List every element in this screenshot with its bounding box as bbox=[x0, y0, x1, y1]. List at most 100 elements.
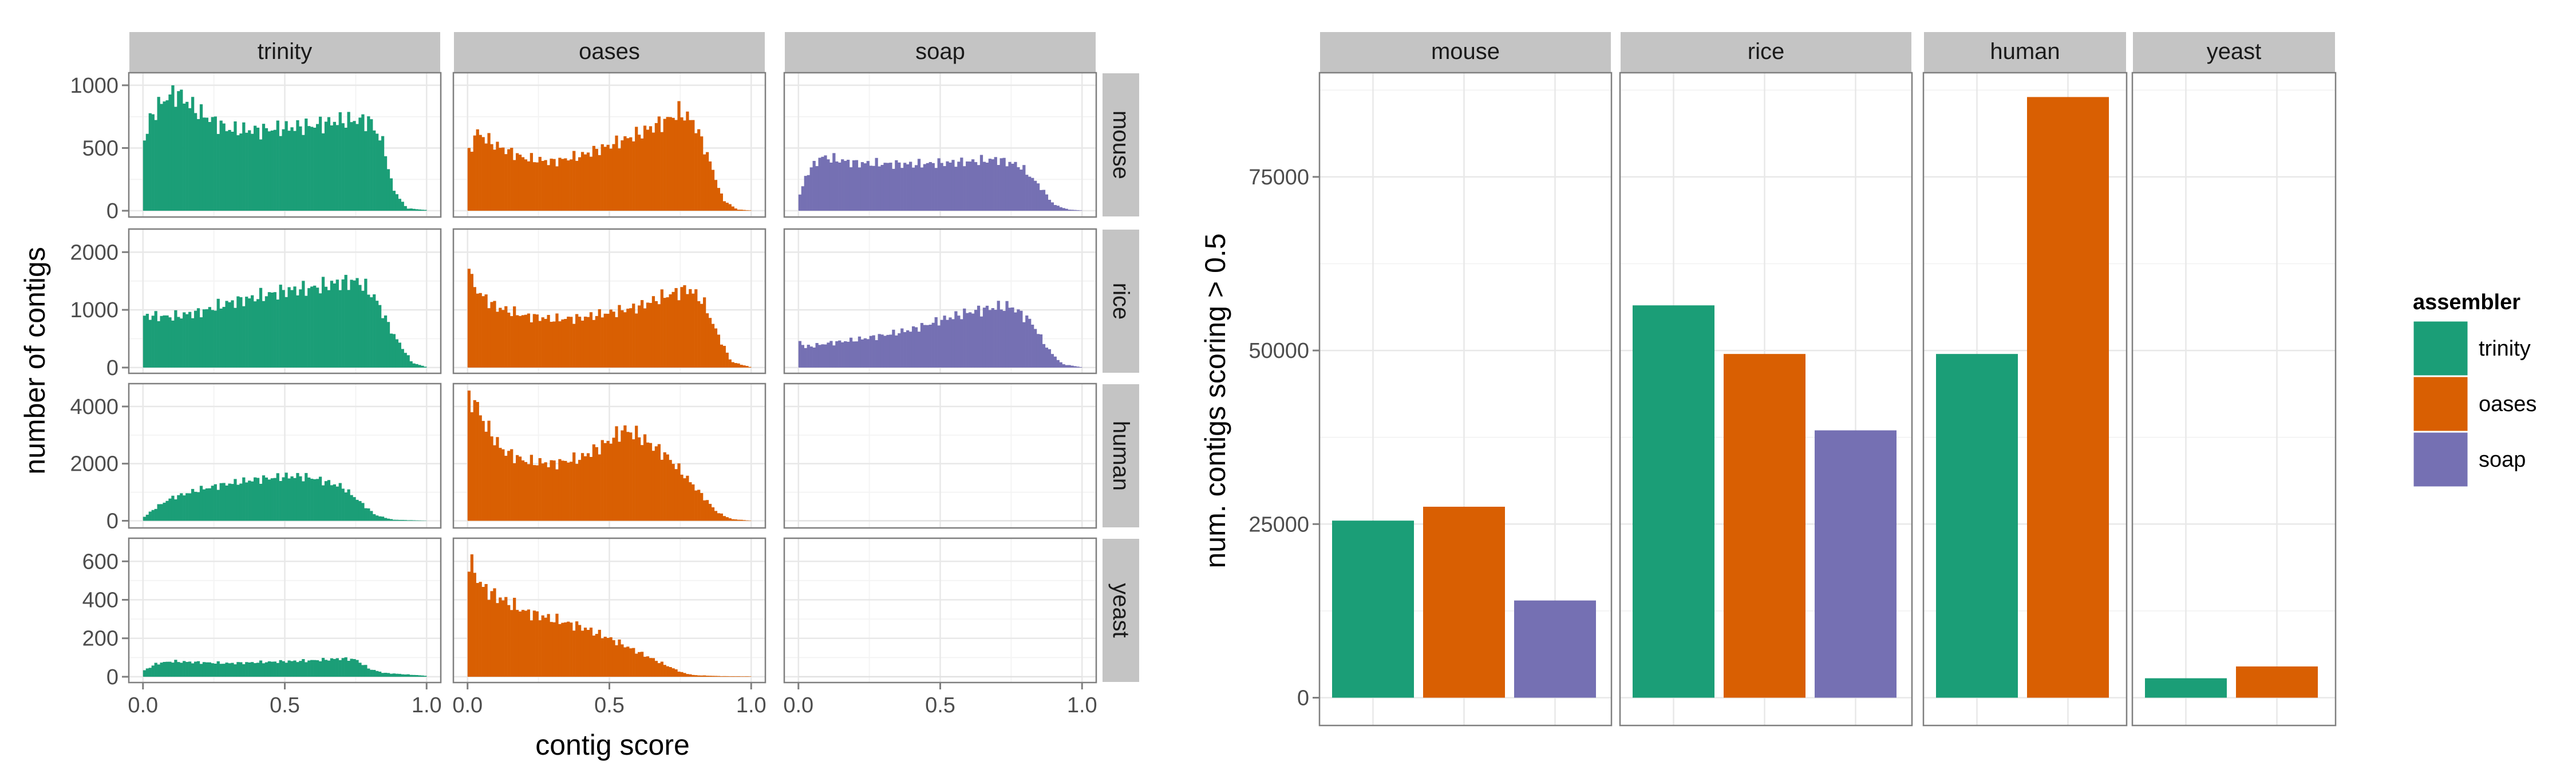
histogram-bar bbox=[641, 300, 644, 368]
histogram-bar bbox=[228, 483, 231, 521]
histogram-bar bbox=[660, 132, 663, 211]
histogram-bar bbox=[507, 605, 511, 677]
histogram-bar bbox=[917, 159, 921, 211]
histogram-bar bbox=[225, 301, 228, 368]
histogram-bar bbox=[367, 294, 370, 368]
histogram-bar bbox=[900, 328, 904, 368]
histogram-bar bbox=[937, 158, 941, 211]
legend-title: assembler bbox=[2413, 290, 2520, 314]
histogram-bar bbox=[657, 304, 661, 368]
histogram-bar bbox=[293, 478, 297, 521]
histogram-bar bbox=[228, 302, 231, 368]
histogram-bar bbox=[479, 135, 482, 211]
histogram-bar bbox=[580, 152, 584, 211]
histogram-bar bbox=[254, 663, 257, 677]
histogram-bar bbox=[725, 676, 729, 677]
histogram-bar bbox=[145, 133, 149, 211]
histogram-bar bbox=[386, 673, 390, 677]
histogram-bar bbox=[889, 334, 892, 368]
histogram-bar bbox=[615, 645, 618, 677]
histogram-bar bbox=[262, 663, 266, 677]
y-tick-label: 0 bbox=[106, 510, 118, 534]
histogram-bar bbox=[234, 479, 237, 521]
histogram-bar bbox=[663, 119, 666, 211]
histogram-bar bbox=[248, 662, 251, 677]
histogram-bar bbox=[852, 341, 856, 368]
histogram-bar bbox=[815, 166, 819, 211]
histogram-bar bbox=[490, 591, 493, 677]
histogram-bar bbox=[937, 325, 941, 368]
histogram-bar bbox=[985, 305, 989, 368]
histogram-bar bbox=[504, 306, 508, 368]
histogram-bar bbox=[245, 662, 248, 677]
histogram-bar bbox=[914, 327, 918, 368]
x-tick-label: 0.0 bbox=[128, 693, 158, 717]
histogram-bar bbox=[524, 610, 528, 677]
histogram-bar bbox=[720, 676, 723, 677]
histogram-bar bbox=[242, 306, 246, 368]
histogram-bar bbox=[316, 479, 319, 521]
histogram-bar bbox=[305, 295, 308, 368]
histogram-bar bbox=[338, 483, 342, 521]
histogram-bar bbox=[481, 137, 485, 211]
histogram-bar bbox=[849, 167, 853, 211]
histogram-bar bbox=[923, 325, 927, 368]
histogram-bar bbox=[991, 308, 994, 368]
histogram-bar bbox=[547, 614, 550, 677]
histogram-bar bbox=[421, 675, 424, 677]
histogram-bar bbox=[183, 661, 186, 677]
histogram-bar bbox=[151, 665, 155, 677]
histogram-bar bbox=[621, 430, 624, 521]
histogram-bar bbox=[321, 133, 325, 211]
histogram-bar bbox=[869, 165, 872, 211]
histogram-bar bbox=[552, 460, 556, 521]
histogram-bar bbox=[208, 488, 211, 521]
histogram-bar bbox=[586, 317, 590, 368]
histogram-bar bbox=[154, 508, 157, 521]
histogram-bar bbox=[609, 309, 613, 368]
histogram-bar bbox=[321, 485, 325, 521]
histogram-bar bbox=[196, 119, 200, 211]
histogram-bar bbox=[694, 289, 698, 368]
histogram-bar bbox=[307, 478, 311, 521]
histogram-bar bbox=[872, 335, 875, 368]
histogram-bar bbox=[538, 620, 542, 677]
histogram-bar bbox=[177, 317, 180, 368]
histogram-bar bbox=[1002, 310, 1006, 368]
histogram-bar bbox=[327, 480, 331, 521]
histogram-bar bbox=[827, 159, 830, 211]
histogram-bar bbox=[299, 661, 302, 677]
x-tick-label: 0.5 bbox=[594, 693, 625, 717]
panel-border bbox=[1619, 72, 1913, 727]
histogram-bar bbox=[997, 165, 1000, 211]
histogram-bar bbox=[949, 162, 952, 211]
histogram-bar bbox=[353, 121, 356, 211]
histogram-bar bbox=[353, 280, 356, 368]
histogram-bar bbox=[290, 476, 294, 521]
histogram-bar bbox=[279, 136, 282, 211]
histogram-bar bbox=[470, 274, 473, 368]
histogram-bar bbox=[177, 662, 180, 677]
histogram-bar bbox=[649, 303, 653, 368]
histogram-bar bbox=[324, 121, 328, 211]
histogram-bar bbox=[680, 117, 683, 211]
histogram-bar bbox=[900, 168, 904, 211]
histogram-bar bbox=[643, 656, 647, 677]
histogram-bar bbox=[906, 330, 910, 368]
histogram-bar bbox=[236, 662, 240, 677]
histogram-bar bbox=[211, 486, 214, 521]
histogram-bar bbox=[694, 490, 698, 521]
histogram-bar bbox=[248, 130, 251, 211]
histogram-bar bbox=[157, 321, 160, 368]
histogram-bar bbox=[282, 661, 285, 677]
histogram-bar bbox=[347, 661, 350, 677]
x-tick-label: 0.0 bbox=[783, 693, 813, 717]
histogram-bar bbox=[963, 308, 966, 368]
histogram-bar bbox=[994, 157, 997, 211]
histogram-bar bbox=[214, 484, 217, 521]
histogram-bar bbox=[287, 287, 291, 368]
histogram-bar bbox=[880, 165, 884, 211]
histogram-bar bbox=[612, 640, 615, 677]
histogram-bar bbox=[183, 495, 186, 521]
histogram-bar bbox=[254, 301, 257, 368]
